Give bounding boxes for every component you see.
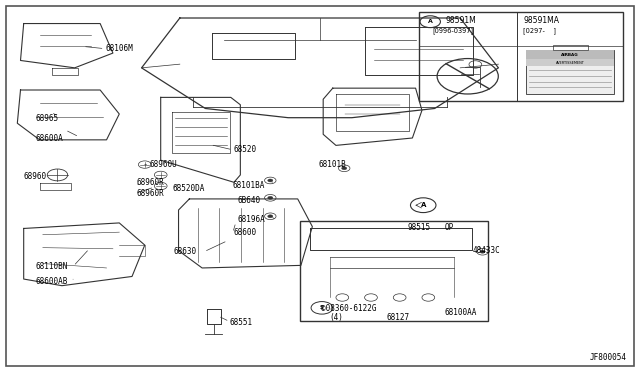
Text: A: A [428, 19, 433, 24]
Circle shape [138, 161, 151, 168]
Text: 68600: 68600 [234, 228, 257, 237]
Bar [419, 13, 623, 101]
Circle shape [480, 250, 485, 253]
Text: 68101B: 68101B [319, 160, 346, 169]
Text: 68520: 68520 [234, 145, 257, 154]
Text: [0996-0397]: [0996-0397] [433, 28, 474, 34]
Text: ©08360-6122G: ©08360-6122G [321, 304, 377, 313]
Text: OP: OP [444, 223, 454, 232]
Circle shape [268, 179, 273, 182]
Text: [0297-    ]: [0297- ] [523, 28, 556, 34]
Text: 68100AA: 68100AA [445, 308, 477, 317]
Text: 68520DA: 68520DA [172, 184, 205, 193]
Bar [526, 59, 614, 66]
Text: 98591MA: 98591MA [523, 16, 559, 25]
Text: 68960R: 68960R [136, 189, 164, 198]
Text: 6B640: 6B640 [237, 196, 260, 205]
Text: 68960U: 68960U [150, 160, 178, 169]
Text: 68196A: 68196A [237, 215, 265, 224]
Bar [300, 221, 488, 321]
Circle shape [268, 196, 273, 199]
Text: A: A [420, 202, 426, 208]
Bar [526, 50, 614, 94]
Text: 68960R: 68960R [136, 178, 164, 187]
Text: 68110BN: 68110BN [35, 262, 68, 270]
Circle shape [268, 215, 273, 218]
Text: 68600A: 68600A [35, 134, 63, 143]
Text: 68127: 68127 [387, 312, 410, 321]
Text: 68630: 68630 [173, 247, 196, 256]
Text: AVERTISSEMENT: AVERTISSEMENT [556, 61, 584, 64]
Text: 48433C: 48433C [473, 246, 500, 255]
Text: 68960: 68960 [24, 172, 47, 181]
Text: S: S [320, 305, 324, 310]
Text: (4): (4) [330, 312, 344, 321]
Text: 98515: 98515 [408, 223, 431, 232]
Text: JF800054: JF800054 [590, 353, 627, 362]
Text: 68965: 68965 [35, 114, 58, 123]
Text: 68551: 68551 [230, 318, 253, 327]
Text: 98591M: 98591M [445, 16, 476, 25]
Bar [526, 50, 614, 59]
Text: AIRBAG: AIRBAG [561, 52, 579, 57]
Circle shape [342, 167, 347, 170]
Circle shape [154, 182, 167, 190]
Text: 68600AB: 68600AB [35, 278, 68, 286]
Text: 68106M: 68106M [105, 44, 133, 53]
Text: 68101BA: 68101BA [232, 181, 264, 190]
Circle shape [154, 171, 167, 179]
Bar [552, 45, 588, 50]
